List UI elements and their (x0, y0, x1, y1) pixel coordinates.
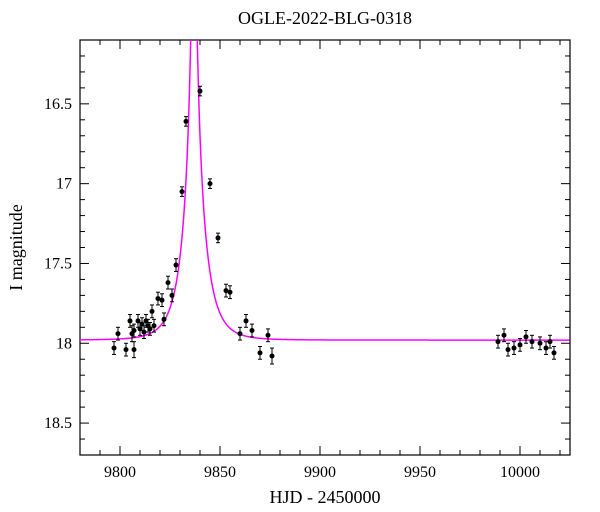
x-tick-label: 10000 (500, 464, 540, 481)
x-tick-label: 9900 (304, 464, 336, 481)
data-point (198, 89, 203, 94)
light-curve-chart: 9800 9850 9900 9950 10000 16.5 17 17.5 18 18.5 OGL… (0, 0, 600, 512)
data-point (538, 341, 543, 346)
y-tick-label: 17 (56, 176, 72, 193)
data-point (132, 328, 137, 333)
data-point (150, 309, 155, 314)
y-tick-label: 16.5 (44, 96, 72, 113)
data-point (270, 354, 275, 359)
data-point (506, 347, 511, 352)
data-point (116, 331, 121, 336)
x-tick-label: 9950 (404, 464, 436, 481)
data-point (184, 119, 189, 124)
x-tick-label: 9850 (204, 464, 236, 481)
data-point (166, 280, 171, 285)
data-point (530, 339, 535, 344)
data-point (238, 331, 243, 336)
data-point (258, 350, 263, 355)
chart-title: OGLE-2022-BLG-0318 (238, 8, 412, 28)
data-point (162, 317, 167, 322)
plot-area (80, 40, 570, 455)
data-point (244, 318, 249, 323)
y-tick-label: 17.5 (44, 255, 72, 272)
y-axis-label: I magnitude (6, 204, 26, 290)
data-point (544, 346, 549, 351)
data-point (548, 339, 553, 344)
data-point (142, 330, 147, 335)
data-point (512, 346, 517, 351)
data-point (250, 328, 255, 333)
data-point (128, 318, 133, 323)
data-point (266, 333, 271, 338)
data-point (216, 235, 221, 240)
data-point (518, 342, 523, 347)
data-point (208, 181, 213, 186)
data-point (228, 290, 233, 295)
data-point (148, 326, 153, 331)
data-point (524, 334, 529, 339)
data-point (152, 323, 157, 328)
data-point (174, 263, 179, 268)
x-tick-label: 9800 (104, 464, 136, 481)
data-point (170, 293, 175, 298)
y-tick-label: 18.5 (44, 415, 72, 432)
data-point (502, 333, 507, 338)
data-point (552, 350, 557, 355)
y-tick-label: 18 (56, 335, 72, 352)
data-point (160, 298, 165, 303)
data-point (132, 347, 137, 352)
data-point (496, 339, 501, 344)
data-point (124, 347, 129, 352)
x-axis-label: HJD - 2450000 (270, 487, 381, 507)
data-point (180, 189, 185, 194)
data-point (112, 346, 117, 351)
